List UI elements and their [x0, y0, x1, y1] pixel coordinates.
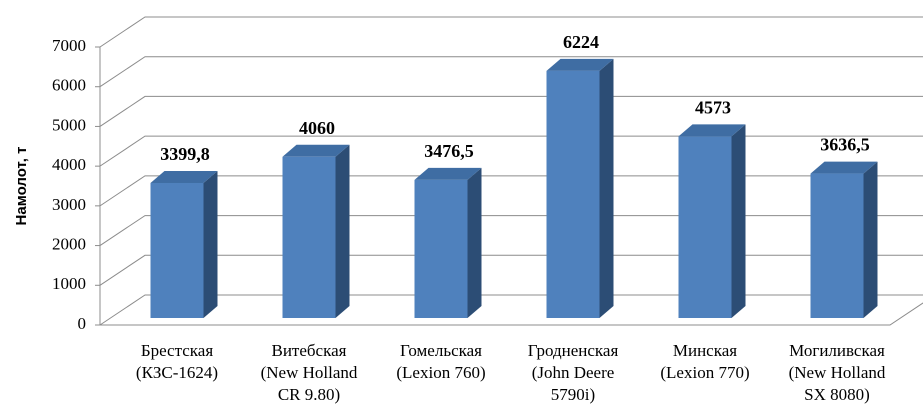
bar-top: [414, 167, 482, 180]
x-tick-label: (Lexion 760): [396, 363, 485, 382]
grid-line: [99, 56, 923, 88]
floor: [100, 302, 923, 326]
bar-top: [150, 170, 218, 183]
x-tick-label: 5790i): [551, 385, 595, 404]
grid-line: [99, 95, 923, 127]
bar: [150, 182, 204, 318]
value-label: 3636,5: [820, 135, 870, 155]
bar: [810, 173, 864, 318]
x-tick-label: Минская: [673, 341, 737, 360]
bar-top: [810, 161, 878, 174]
y-tick-label: 5000: [52, 115, 86, 134]
bar-side: [203, 170, 218, 318]
y-tick-label: 1000: [52, 274, 86, 293]
y-tick-label: 6000: [52, 76, 86, 95]
bar: [414, 179, 468, 318]
value-label: 4060: [299, 118, 335, 138]
bar-top: [678, 124, 746, 137]
bar-side: [467, 167, 482, 318]
x-tick-label: Гродненская: [528, 341, 619, 360]
y-tick-label: 3000: [52, 195, 86, 214]
bar-top: [546, 58, 614, 71]
bar-side: [863, 161, 878, 318]
y-tick-label: 4000: [52, 155, 86, 174]
x-tick-label: (New Holland: [261, 363, 358, 382]
y-tick-label: 7000: [52, 36, 86, 55]
bar-side: [731, 124, 746, 319]
y-axis-title: Намолот, т: [13, 147, 30, 226]
bar-side: [335, 144, 350, 318]
x-tick-label: CR 9.80): [278, 385, 340, 404]
bar: [546, 70, 600, 318]
bar-top: [282, 144, 350, 157]
value-label: 6224: [563, 32, 599, 52]
x-tick-label: SX 8080): [804, 385, 870, 404]
grid-line: [99, 175, 923, 207]
x-tick-label: (John Deere: [532, 363, 615, 382]
y-tick-label: 0: [78, 314, 87, 333]
x-tick-label: (Lexion 770): [660, 363, 749, 382]
x-tick-label: (КЗС-1624): [136, 363, 218, 382]
value-label: 3476,5: [424, 141, 474, 161]
bar: [678, 136, 732, 318]
x-tick-label: Могиливская: [789, 341, 885, 360]
grid-line: [99, 16, 923, 48]
bar-side: [599, 58, 614, 318]
grid-line: [99, 294, 923, 326]
x-tick-label: Брестская: [141, 341, 214, 360]
grid-line: [99, 135, 923, 167]
bar: [282, 156, 336, 318]
grid-line: [99, 254, 923, 286]
x-tick-label: (New Holland: [789, 363, 886, 382]
value-label: 4573: [695, 98, 731, 118]
x-tick-label: Гомельская: [400, 341, 482, 360]
value-label: 3399,8: [160, 144, 210, 164]
y-tick-label: 2000: [52, 234, 86, 253]
grid-line: [99, 215, 923, 246]
x-tick-label: Витебская: [272, 341, 347, 360]
